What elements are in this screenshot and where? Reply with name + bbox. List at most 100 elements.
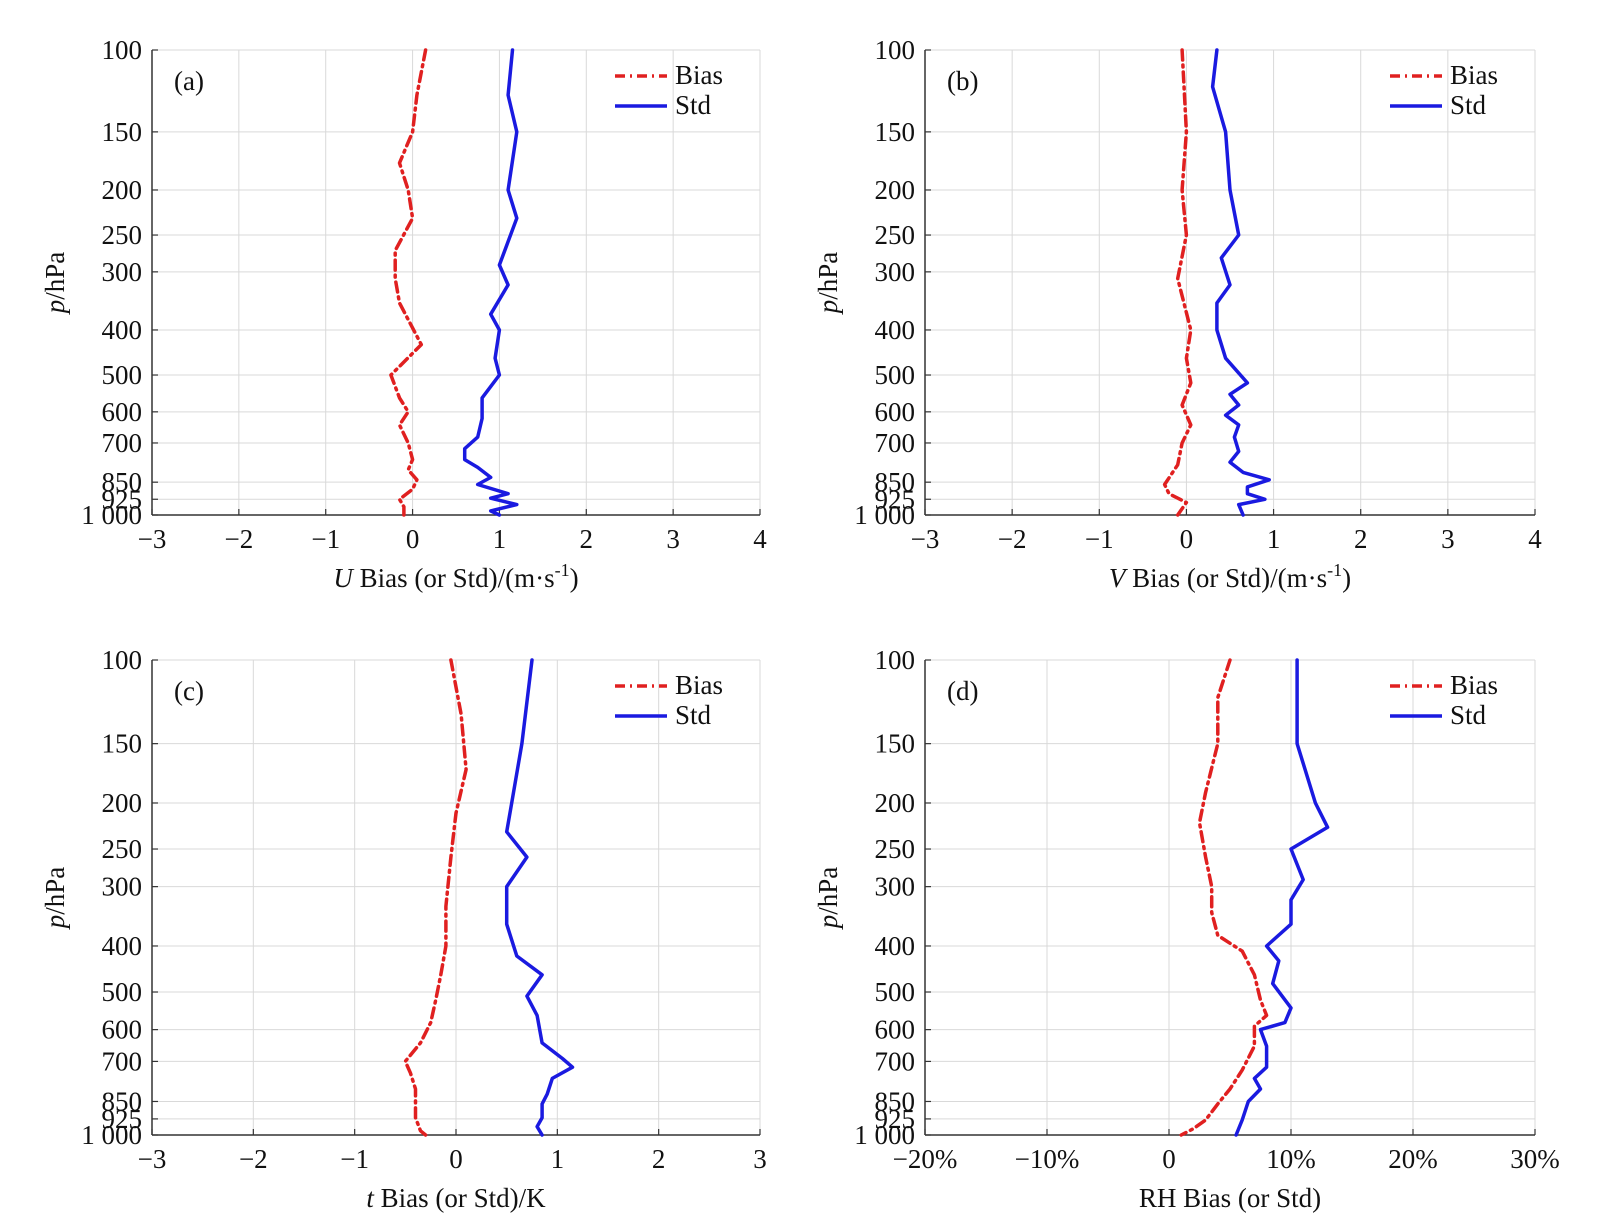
x-tick-label: 2	[652, 1144, 666, 1174]
y-tick-label: 150	[102, 729, 143, 759]
x-tick-label: 1	[493, 524, 507, 554]
y-tick-label: 500	[875, 360, 916, 390]
x-tick-label: −10%	[1015, 1144, 1080, 1174]
y-tick-label: 100	[875, 645, 916, 675]
x-tick-label: 3	[666, 524, 680, 554]
y-tick-label: 925	[875, 484, 916, 514]
y-tick-label: 300	[102, 872, 143, 902]
x-tick-label: 0	[406, 524, 420, 554]
x-tick-label: 10%	[1266, 1144, 1316, 1174]
x-axis-label: t Bias (or Std)/K	[366, 1183, 546, 1213]
legend-label-std: Std	[675, 90, 712, 120]
x-tick-label: 20%	[1388, 1144, 1438, 1174]
x-tick-label: 0	[1162, 1144, 1176, 1174]
y-tick-label: 100	[102, 35, 143, 65]
x-tick-label: −3	[911, 524, 940, 554]
x-tick-label: −1	[311, 524, 340, 554]
y-tick-label: 300	[102, 257, 143, 287]
y-tick-label: 200	[875, 175, 916, 205]
y-tick-label: 850	[102, 467, 143, 497]
x-tick-label: 0	[1180, 524, 1194, 554]
panel-label: (a)	[174, 66, 204, 96]
y-tick-label: 150	[102, 117, 143, 147]
legend-label-bias: Bias	[675, 60, 723, 90]
y-tick-label: 700	[102, 1046, 143, 1076]
y-tick-label: 200	[102, 788, 143, 818]
y-tick-label: 925	[102, 484, 143, 514]
y-tick-label: 100	[102, 645, 143, 675]
y-tick-label: 600	[102, 1015, 143, 1045]
x-tick-label: 0	[449, 1144, 463, 1174]
legend-label-std: Std	[675, 700, 712, 730]
y-tick-label: 150	[875, 117, 916, 147]
legend-label-std: Std	[1450, 700, 1487, 730]
x-tick-label: −2	[998, 524, 1027, 554]
panel-label: (d)	[947, 676, 978, 706]
y-tick-label: 850	[102, 1086, 143, 1116]
x-tick-label: −1	[1085, 524, 1114, 554]
series-line-bias	[1179, 658, 1269, 1137]
y-tick-label: 500	[102, 977, 143, 1007]
y-tick-label: 250	[102, 220, 143, 250]
y-tick-label: 700	[875, 428, 916, 458]
x-axis-label: U Bias (or Std)/(m·s-1)	[333, 560, 578, 593]
x-tick-label: 3	[1441, 524, 1455, 554]
x-tick-label: −1	[340, 1144, 369, 1174]
y-tick-label: 150	[875, 729, 916, 759]
y-axis-label: p/hPa	[813, 867, 843, 931]
legend-label-std: Std	[1450, 90, 1487, 120]
x-tick-label: 1	[551, 1144, 565, 1174]
plot-area	[152, 50, 760, 515]
y-axis-label: p/hPa	[40, 252, 70, 316]
y-tick-label: 850	[875, 467, 916, 497]
legend-label-bias: Bias	[1450, 670, 1498, 700]
y-tick-label: 250	[875, 834, 916, 864]
y-tick-label: 400	[102, 931, 143, 961]
y-axis-label: p/hPa	[813, 252, 843, 316]
x-tick-label: 2	[1354, 524, 1368, 554]
series-line-std	[504, 658, 575, 1137]
y-tick-label: 700	[875, 1046, 916, 1076]
y-tick-label: 1 000	[81, 1120, 142, 1150]
series-line-bias	[1162, 48, 1193, 517]
x-tick-label: −2	[224, 524, 253, 554]
plot-area	[925, 660, 1535, 1135]
series-line-std	[1210, 48, 1271, 517]
y-axis-label: p/hPa	[40, 867, 70, 931]
y-tick-label: 1 000	[854, 500, 915, 530]
x-tick-label: −20%	[893, 1144, 958, 1174]
series-line-bias	[403, 658, 468, 1137]
panel-d: −20% −10% 0 10% 20% 30% 100 150 200 250 300 400 500 6…	[813, 645, 1560, 1213]
legend-label-bias: Bias	[675, 670, 723, 700]
y-tick-label: 925	[875, 1104, 916, 1134]
y-tick-label: 100	[875, 35, 916, 65]
y-tick-label: 400	[875, 315, 916, 345]
y-tick-label: 250	[102, 834, 143, 864]
legend-label-bias: Bias	[1450, 60, 1498, 90]
x-axis-label: V Bias (or Std)/(m·s-1)	[1109, 560, 1351, 593]
y-tick-label: 500	[875, 977, 916, 1007]
y-tick-label: 850	[875, 1086, 916, 1116]
y-tick-label: 1 000	[854, 1120, 915, 1150]
y-tick-label: 500	[102, 360, 143, 390]
y-tick-label: 400	[102, 315, 143, 345]
y-tick-label: 400	[875, 931, 916, 961]
series-line-std	[1234, 658, 1330, 1137]
x-tick-label: −3	[138, 524, 167, 554]
y-tick-label: 600	[875, 397, 916, 427]
y-tick-label: 600	[102, 397, 143, 427]
x-tick-label: 30%	[1510, 1144, 1560, 1174]
series-line-bias	[389, 48, 428, 517]
y-tick-label: 1 000	[81, 500, 142, 530]
x-tick-label: −3	[138, 1144, 167, 1174]
y-tick-label: 700	[102, 428, 143, 458]
x-tick-label: 1	[1267, 524, 1281, 554]
x-tick-label: −2	[239, 1144, 268, 1174]
y-tick-label: 925	[102, 1104, 143, 1134]
y-tick-label: 600	[875, 1015, 916, 1045]
x-tick-label: 4	[753, 524, 767, 554]
